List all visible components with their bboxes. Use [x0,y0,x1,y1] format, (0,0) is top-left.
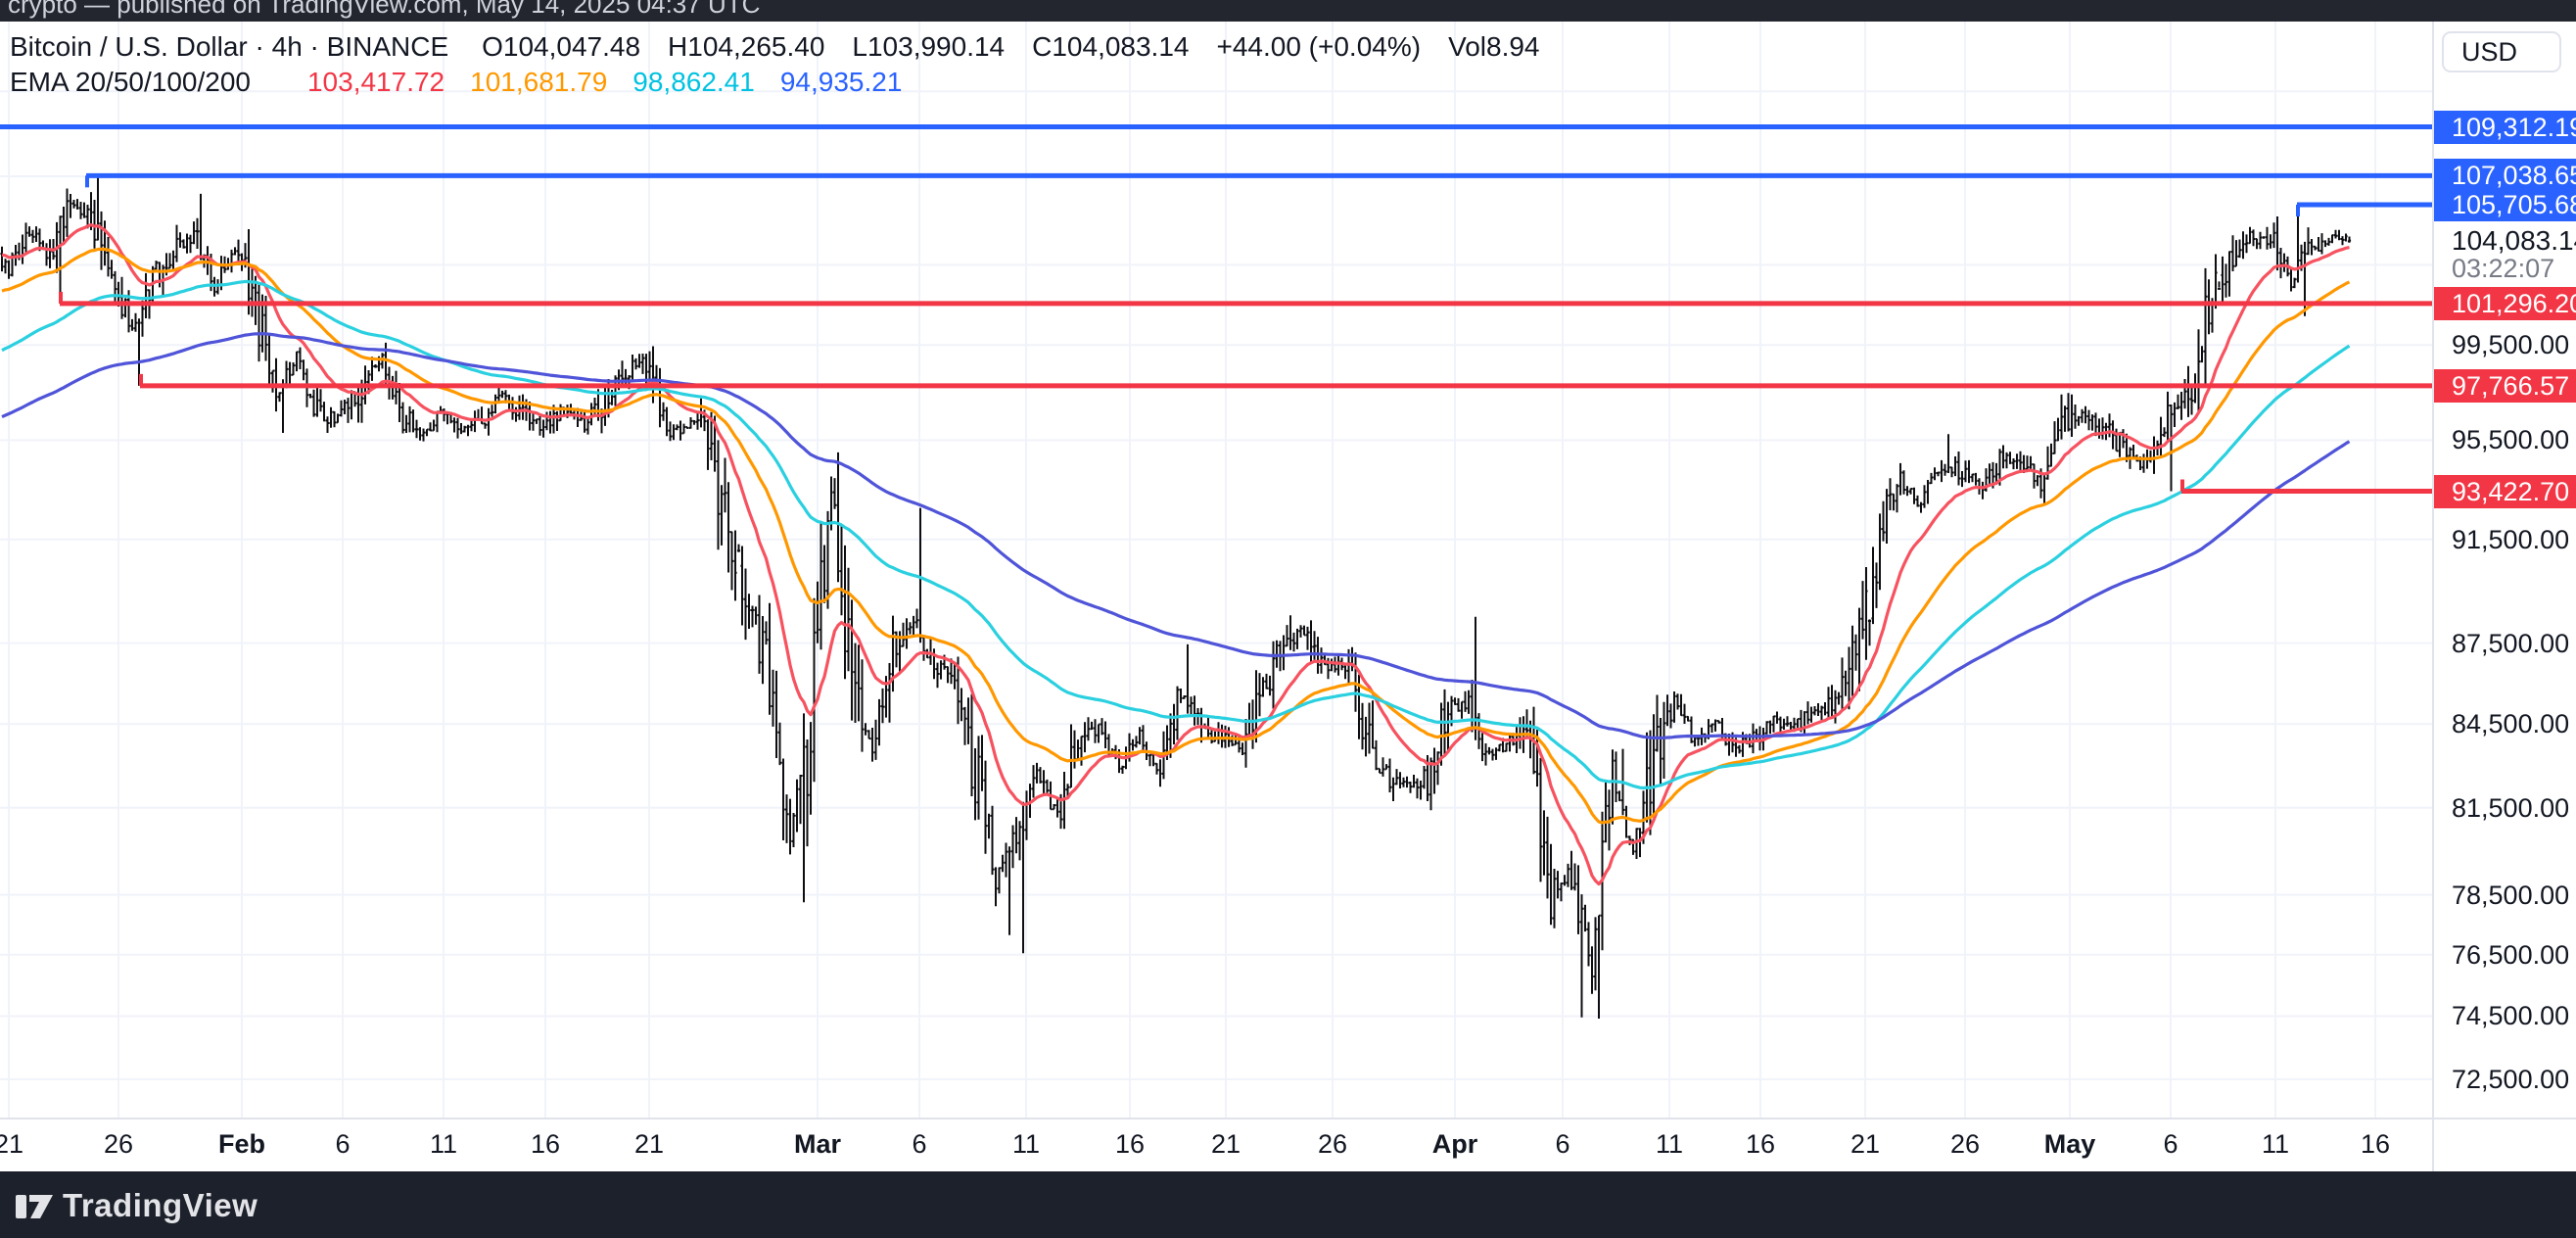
ema-100-line[interactable] [1,279,2351,790]
symbol-row: Bitcoin / U.S. Dollar · 4h · BINANCE O10… [10,29,1540,65]
time-tick-label: 6 [912,1129,927,1159]
time-tick-label: 11 [1011,1129,1041,1159]
price-tick-label: 78,500.00 [2452,880,2570,910]
price-level-axis-label[interactable]: 107,038.65 [2434,159,2576,193]
price-tick-label: 91,500.00 [2452,524,2570,554]
price-level-axis-label[interactable]: 105,705.68 [2434,187,2576,221]
time-tick-label: 16 [2360,1129,2391,1159]
ema-indicator-label[interactable]: EMA 20/50/100/200 [10,67,251,97]
time-tick-label: 26 [1949,1129,1981,1159]
price-tick-label: 95,500.00 [2452,425,2570,455]
time-tick-label: 21 [1850,1129,1881,1159]
ema-values: 103,417.72 101,681.79 98,862.41 94,935.21 [278,67,902,98]
time-tick-label: 21 [0,1129,24,1159]
time-tick-label: 6 [2163,1129,2178,1159]
price-tick-label: 87,500.00 [2452,628,2570,658]
price-tick-label: 99,500.00 [2452,330,2570,360]
currency-toggle-button[interactable]: USD [2442,31,2561,72]
price-tick-label: 74,500.00 [2452,1001,2570,1031]
last-price-label: 104,083.14 [2452,225,2576,256]
price-tick-label: 84,500.00 [2452,709,2570,739]
time-tick-label: 21 [633,1129,665,1159]
price-level-axis-label[interactable]: 97,766.57 [2434,368,2576,403]
ohlc-open: O104,047.48 [482,31,641,62]
ema-row: EMA 20/50/100/200 103,417.72 101,681.79 98,… [10,65,1540,100]
time-tick-label: 16 [1745,1129,1776,1159]
published-top-bar: crypto — published on TradingView.com, M… [0,0,2576,22]
price-level-axis-label[interactable]: 101,296.20 [2434,286,2576,320]
volume-value: Vol8.94 [1448,31,1540,62]
price-tick-label: 72,500.00 [2452,1064,2570,1094]
time-tick-label: 11 [429,1129,458,1159]
chart-legend: Bitcoin / U.S. Dollar · 4h · BINANCE O10… [10,29,1540,100]
ohlc-close: C104,083.14 [1032,31,1190,62]
time-tick-label: Feb [217,1129,265,1159]
price-change: +44.00 (+0.04%) [1216,31,1422,62]
time-tick-label: 6 [1555,1129,1570,1159]
grid [0,22,2432,1118]
ema-value: 103,417.72 [306,67,445,97]
tradingview-logo-icon[interactable] [14,1185,55,1226]
price-level-axis-label[interactable]: 109,312.19 [2434,110,2576,144]
bar-close-countdown: 03:22:07 [2452,253,2555,283]
ema-value: 94,935.21 [779,67,903,97]
ema-50-line[interactable] [1,247,2351,825]
published-caption: crypto — published on TradingView.com, M… [8,0,761,19]
ema-value: 101,681.79 [470,67,608,97]
price-level-axis-label[interactable]: 93,422.70 [2434,474,2576,508]
published-bottom-bar: TradingView [0,1171,2576,1238]
time-tick-label: 16 [530,1129,561,1159]
tradingview-wordmark[interactable]: TradingView [63,1187,258,1223]
ohlc-low: L103,990.14 [852,31,1006,62]
ema-200-line[interactable] [1,332,2351,740]
time-tick-label: 21 [1210,1129,1241,1159]
price-chart-canvas[interactable] [0,22,2432,1118]
price-tick-label: 81,500.00 [2452,792,2570,823]
price-axis-separator [2432,22,2434,1171]
time-tick-label: 11 [1655,1129,1684,1159]
time-tick-label: 16 [1114,1129,1146,1159]
time-tick-label: May [2043,1129,2096,1159]
time-tick-label: 11 [2261,1129,2290,1159]
time-tick-label: Apr [1431,1129,1478,1159]
ohlc-high: H104,265.40 [668,31,825,62]
ohlc-bars-series[interactable] [0,175,2352,1019]
price-tick-label: 76,500.00 [2452,939,2570,970]
symbol-title[interactable]: Bitcoin / U.S. Dollar · 4h · BINANCE [10,31,449,62]
time-tick-label: 6 [335,1129,351,1159]
time-tick-label: 26 [1317,1129,1348,1159]
time-tick-label: Mar [793,1129,841,1159]
time-axis-separator [0,1118,2576,1119]
ema-value: 98,862.41 [632,67,755,97]
ema-20-line[interactable] [1,223,2350,886]
time-tick-label: 26 [103,1129,134,1159]
